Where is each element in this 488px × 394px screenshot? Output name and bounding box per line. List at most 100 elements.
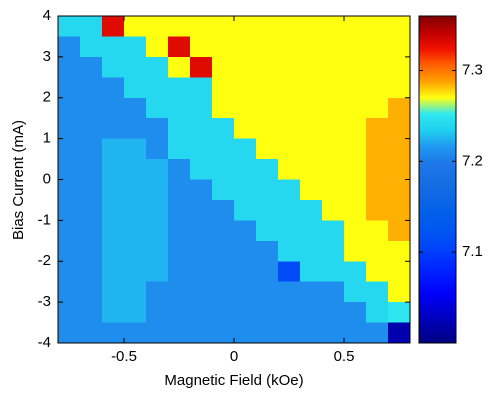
cell — [300, 302, 323, 324]
cell — [278, 16, 301, 38]
cell — [366, 97, 389, 119]
cell — [322, 56, 345, 78]
cell — [278, 240, 301, 262]
cell — [58, 261, 81, 283]
cell — [388, 77, 411, 99]
cell — [344, 220, 367, 242]
cell — [234, 159, 257, 181]
cell — [256, 281, 279, 303]
cell — [124, 77, 147, 99]
cell — [124, 322, 147, 344]
cell — [80, 36, 103, 58]
cell — [102, 302, 125, 324]
cell — [278, 199, 301, 221]
cell — [344, 97, 367, 119]
cell — [124, 159, 147, 181]
cell — [190, 179, 213, 201]
cell — [212, 179, 235, 201]
cell — [256, 56, 279, 78]
cell — [366, 16, 389, 38]
cell — [80, 240, 103, 262]
cell — [344, 281, 367, 303]
cell — [146, 281, 169, 303]
y-tick-label: 2 — [43, 89, 51, 106]
cell — [168, 138, 191, 160]
x-tick-label: 0.5 — [334, 348, 355, 365]
cell — [322, 97, 345, 119]
cell — [344, 199, 367, 221]
cell — [190, 322, 213, 344]
heatmap — [58, 16, 411, 344]
cell — [146, 118, 169, 140]
cell — [212, 16, 235, 38]
cell — [300, 97, 323, 119]
cell — [234, 56, 257, 78]
cell — [80, 16, 103, 38]
cell — [344, 16, 367, 38]
cell — [58, 77, 81, 99]
cell — [190, 240, 213, 262]
cell — [80, 97, 103, 119]
cell — [58, 97, 81, 119]
cell — [278, 322, 301, 344]
cell — [300, 240, 323, 262]
cell — [168, 261, 191, 283]
cell — [80, 199, 103, 221]
cell — [102, 281, 125, 303]
cell — [190, 281, 213, 303]
cell — [124, 261, 147, 283]
cell — [256, 179, 279, 201]
cell — [344, 36, 367, 58]
cell — [234, 118, 257, 140]
cell — [190, 36, 213, 58]
cell — [344, 261, 367, 283]
cell — [102, 199, 125, 221]
cell — [234, 322, 257, 344]
cell — [234, 36, 257, 58]
cell — [234, 77, 257, 99]
cell — [212, 220, 235, 242]
cell — [322, 322, 345, 344]
cell — [80, 56, 103, 78]
cell — [80, 281, 103, 303]
x-tick-label: 0 — [230, 348, 238, 365]
cell — [256, 199, 279, 221]
cell — [278, 220, 301, 242]
cell — [146, 302, 169, 324]
colorbar-tick-label: 7.2 — [462, 152, 483, 169]
cell — [278, 56, 301, 78]
cell — [322, 77, 345, 99]
cell — [212, 77, 235, 99]
cell — [190, 159, 213, 181]
cell — [212, 36, 235, 58]
cell — [366, 240, 389, 262]
cell — [388, 16, 411, 38]
cell — [344, 159, 367, 181]
cell — [58, 302, 81, 324]
cell — [124, 16, 147, 38]
axes: -0.5 0 0.5 -4 -3 -2 -1 0 1 2 3 4 7.1 7.2 7.3 — [38, 7, 483, 365]
cell — [102, 138, 125, 160]
cell — [234, 302, 257, 324]
y-tick-label: -2 — [38, 252, 51, 269]
cell — [212, 159, 235, 181]
cell — [234, 179, 257, 201]
cell — [58, 240, 81, 262]
colorbar-tick-label: 7.1 — [462, 243, 483, 260]
cell — [344, 56, 367, 78]
cell — [168, 240, 191, 262]
cell — [344, 322, 367, 344]
cell — [234, 220, 257, 242]
cell — [256, 322, 279, 344]
cell — [124, 281, 147, 303]
cell — [322, 179, 345, 201]
cell — [388, 261, 411, 283]
cell — [80, 302, 103, 324]
cell — [168, 16, 191, 38]
cell — [366, 199, 389, 221]
cell — [256, 77, 279, 99]
cell — [80, 138, 103, 160]
cell — [256, 16, 279, 38]
y-tick-label: -4 — [38, 334, 51, 351]
cell — [278, 179, 301, 201]
